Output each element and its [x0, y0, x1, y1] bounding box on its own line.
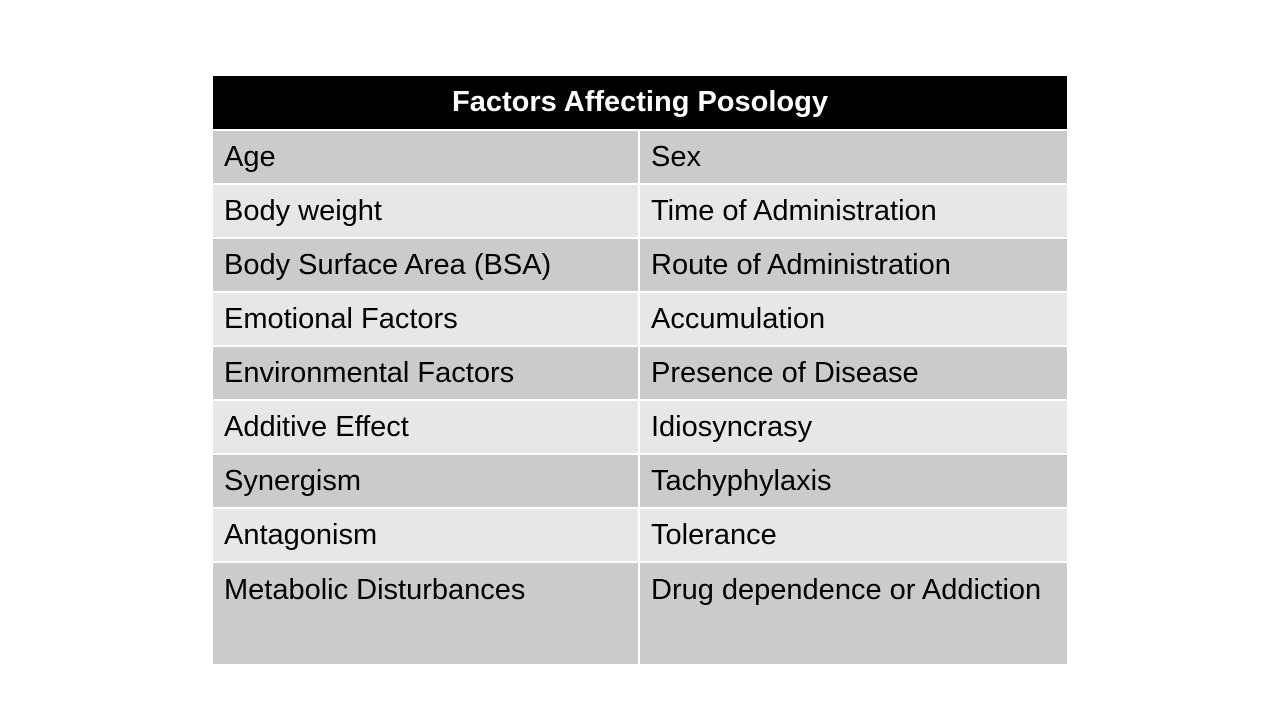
- table-row: Emotional Factors Accumulation: [213, 292, 1067, 347]
- table-row: Environmental Factors Presence of Diseas…: [213, 346, 1067, 401]
- table-row: Body weight Time of Administration: [213, 184, 1067, 239]
- table-cell: Body weight: [213, 184, 639, 239]
- posology-factors-table: Factors Affecting Posology Age Sex Body …: [213, 76, 1067, 664]
- table-cell: Environmental Factors: [213, 346, 639, 401]
- table-title: Factors Affecting Posology: [213, 76, 1067, 131]
- table-cell: Route of Administration: [638, 238, 1067, 293]
- table-cell: Tolerance: [638, 508, 1067, 563]
- table-cell: Presence of Disease: [638, 346, 1067, 401]
- table-cell: Age: [213, 130, 639, 185]
- table-cell: Sex: [638, 130, 1067, 185]
- table-cell: Body Surface Area (BSA): [213, 238, 639, 293]
- table-cell: Synergism: [213, 454, 639, 509]
- table-cell: Idiosyncrasy: [638, 400, 1067, 455]
- table-cell: Antagonism: [213, 508, 639, 563]
- table-row: Age Sex: [213, 130, 1067, 185]
- table-cell: Additive Effect: [213, 400, 639, 455]
- table-cell: Drug dependence or Addiction: [638, 562, 1067, 664]
- table-cell: Emotional Factors: [213, 292, 639, 347]
- table-cell: Metabolic Disturbances: [213, 562, 639, 664]
- table-row: Metabolic Disturbances Drug dependence o…: [213, 562, 1067, 664]
- table-cell: Tachyphylaxis: [638, 454, 1067, 509]
- table-row: Body Surface Area (BSA) Route of Adminis…: [213, 238, 1067, 293]
- table-row: Synergism Tachyphylaxis: [213, 454, 1067, 509]
- table-row: Additive Effect Idiosyncrasy: [213, 400, 1067, 455]
- table-cell: Time of Administration: [638, 184, 1067, 239]
- table-row: Antagonism Tolerance: [213, 508, 1067, 563]
- table-header-row: Factors Affecting Posology: [213, 76, 1067, 131]
- table-cell: Accumulation: [638, 292, 1067, 347]
